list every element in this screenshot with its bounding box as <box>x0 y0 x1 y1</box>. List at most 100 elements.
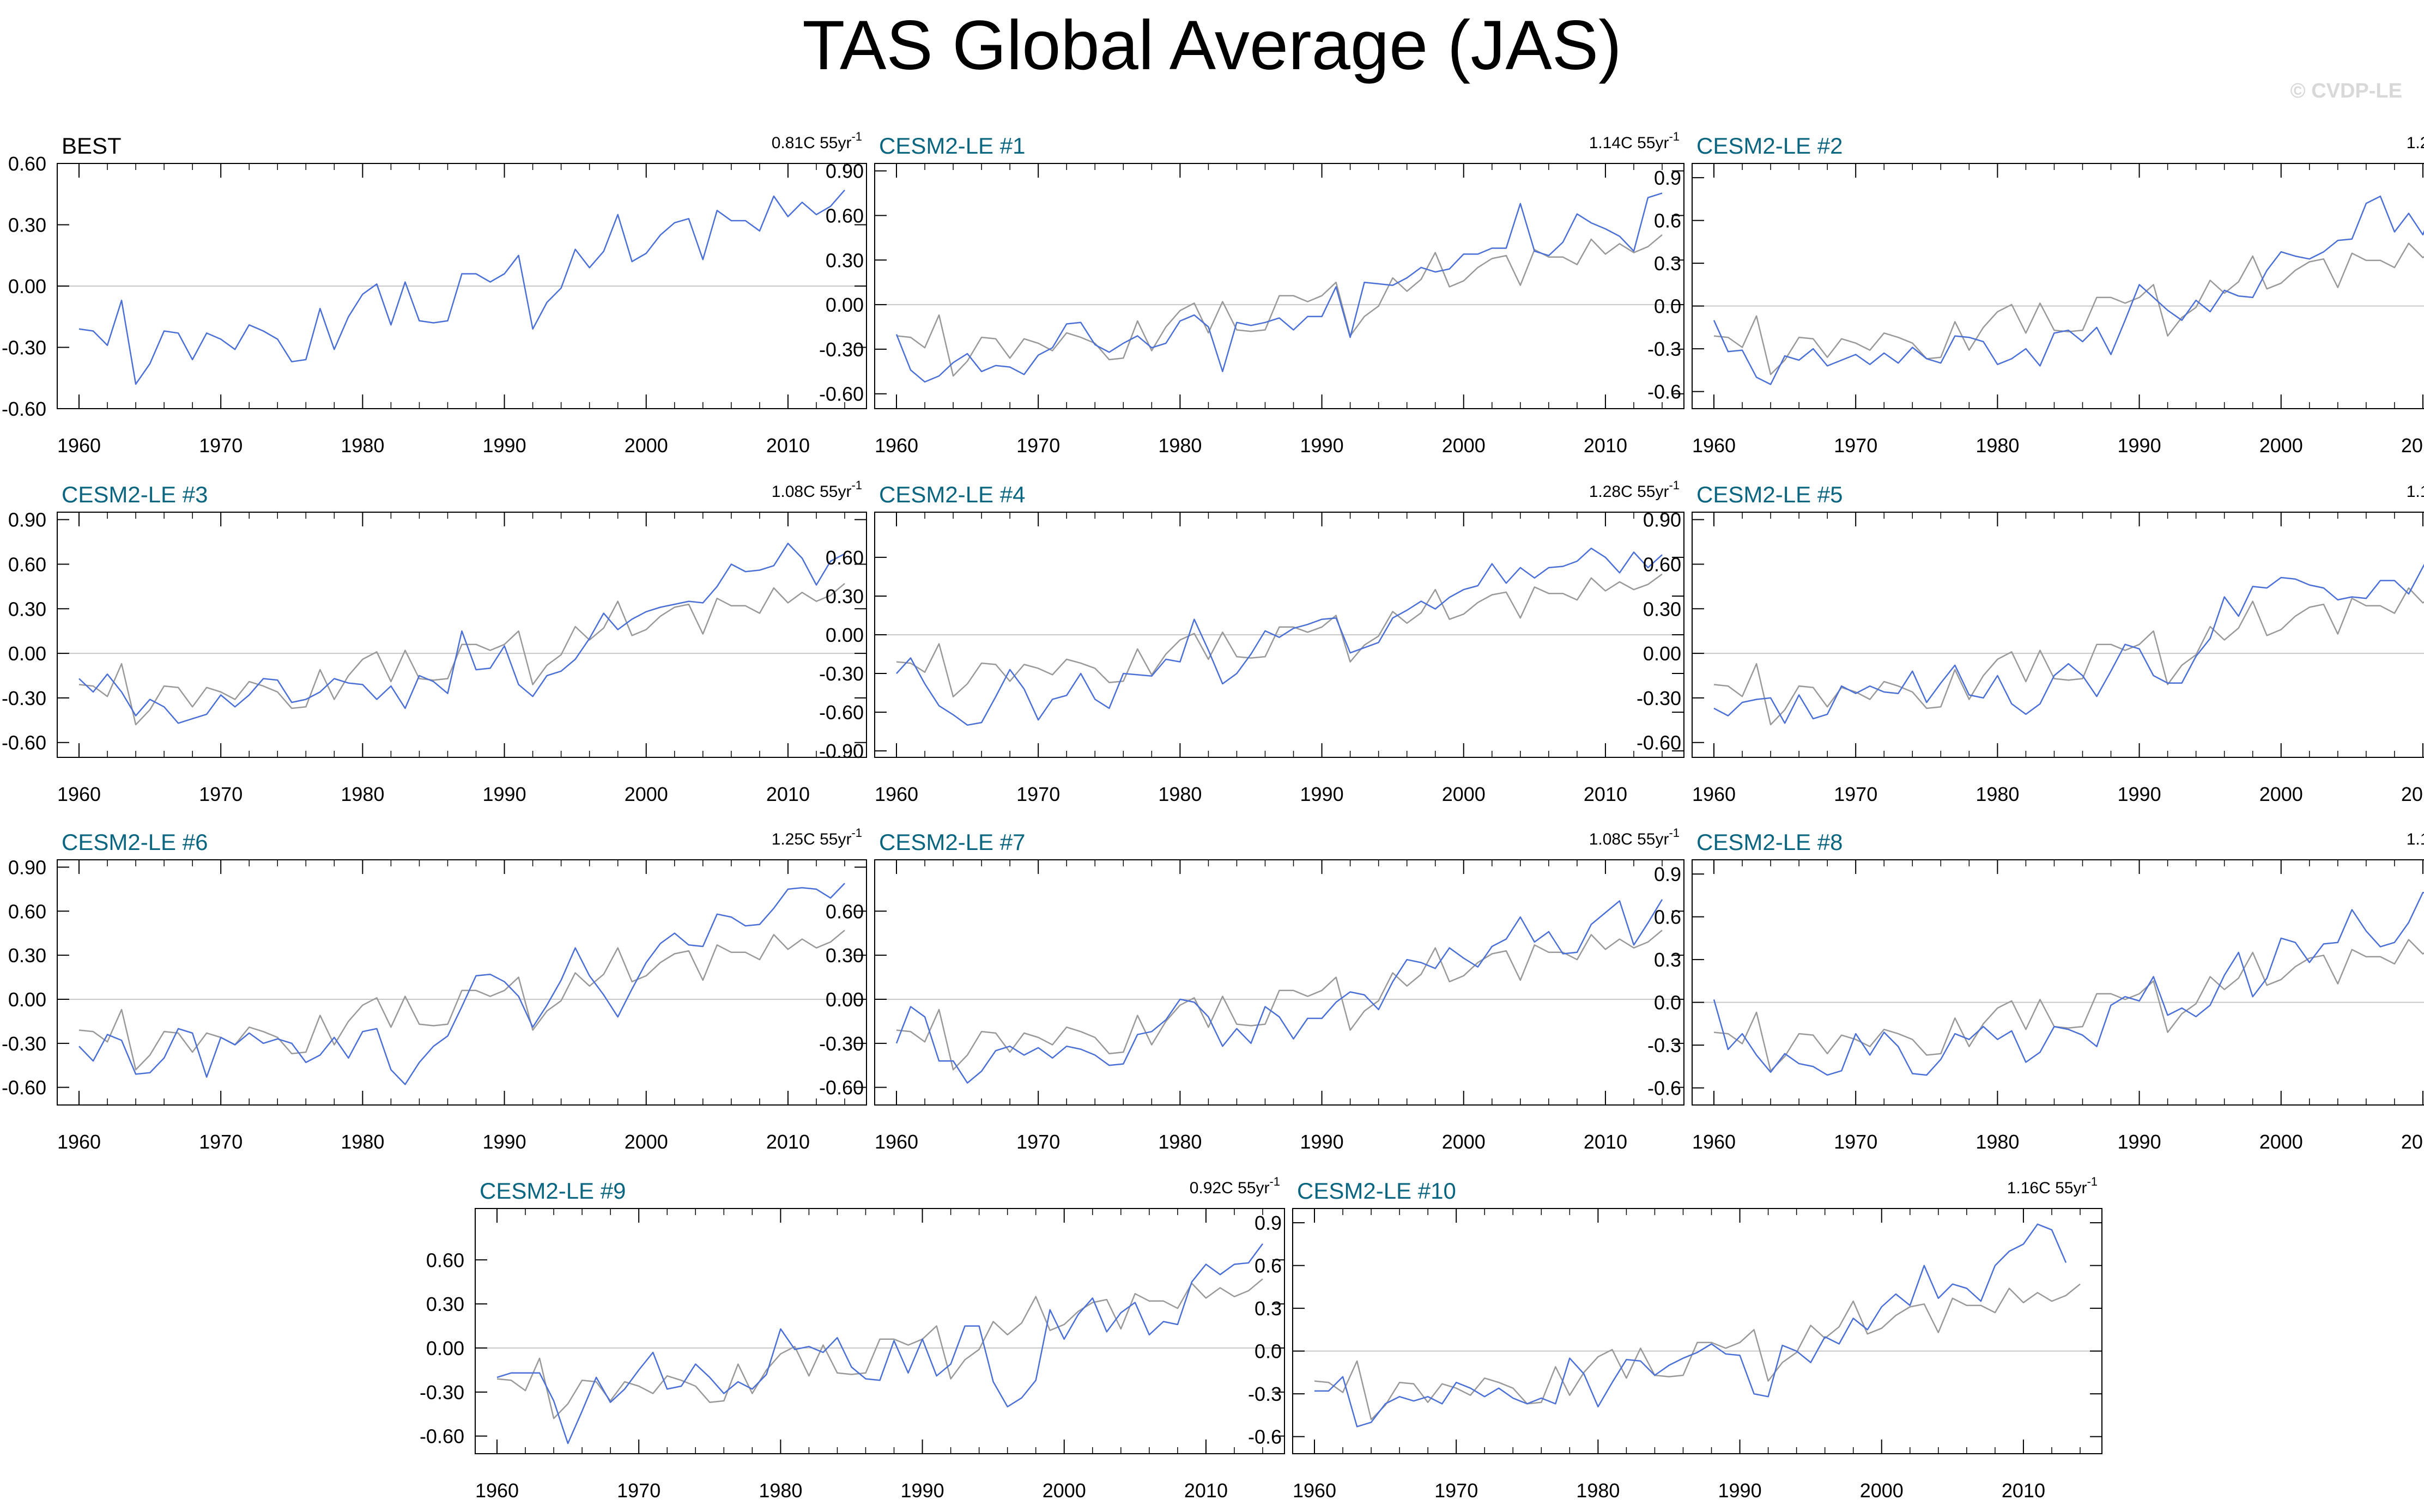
panel-title: CESM2-LE #10 <box>1297 1178 1456 1204</box>
x-tick-label: 1980 <box>1158 434 1202 457</box>
x-tick-label: 1960 <box>875 434 918 457</box>
x-tick-label: 2000 <box>625 434 668 457</box>
trend-exponent: -1 <box>851 478 862 492</box>
x-tick-label: 1980 <box>1158 783 1202 805</box>
model-series-line <box>1713 891 2424 1076</box>
model-series-line <box>78 189 845 385</box>
trend-label: 1.14C 55yr-1 <box>1589 130 1680 152</box>
trend-label: 1.25C 55yr-1 <box>772 826 862 848</box>
y-tick-label: 0.00 <box>8 642 46 665</box>
y-tick-label: -0.60 <box>420 1425 464 1448</box>
x-tick-label: 2000 <box>1043 1479 1086 1502</box>
y-tick-label: -0.30 <box>819 663 864 685</box>
chart-panel: -0.60 -0.30 0.00 0.30 0.60 1960 1970 1980 1990 20… <box>819 826 1684 1153</box>
trend-label: 1.15C 55yr-1 <box>2407 478 2424 501</box>
trend-value: 1.08C 55yr <box>772 483 852 501</box>
plot-frame <box>57 512 867 758</box>
x-tick-label: 1980 <box>341 434 384 457</box>
x-tick-label: 2000 <box>2259 783 2303 805</box>
trend-value: 1.15C 55yr <box>2407 483 2424 501</box>
y-tick-label: 0.6 <box>1654 210 1681 232</box>
x-tick-label: 2000 <box>625 1131 668 1153</box>
y-tick-label: -0.6 <box>1647 381 1681 403</box>
plot-frame <box>1692 163 2424 409</box>
x-tick-label: 2000 <box>1442 783 1486 805</box>
model-series-line <box>895 192 1663 383</box>
trend-exponent: -1 <box>2087 1175 2098 1188</box>
trend-exponent: -1 <box>851 826 862 840</box>
x-tick-label: 2010 <box>766 434 810 457</box>
y-tick-label: -0.3 <box>1647 1034 1681 1056</box>
chart-panel: -0.60 -0.30 0.00 0.30 0.60 0.90 1960 1970 1980 19… <box>819 130 1684 457</box>
plot-frame <box>1692 512 2424 758</box>
panel-title: CESM2-LE #9 <box>480 1178 626 1204</box>
obs-series-line <box>896 234 1663 377</box>
x-tick-label: 1960 <box>1692 1131 1736 1153</box>
trend-label: 1.28C 55yr-1 <box>1589 478 1680 501</box>
trend-label: 0.81C 55yr-1 <box>772 130 862 152</box>
obs-series-line <box>78 930 845 1071</box>
x-tick-label: 1990 <box>483 1131 526 1153</box>
x-tick-label: 2000 <box>1442 434 1486 457</box>
plot-frame <box>475 1208 1285 1454</box>
model-series-line <box>1314 1223 2067 1428</box>
x-tick-label: 1990 <box>2118 1131 2161 1153</box>
y-tick-label: 0.60 <box>826 204 864 227</box>
model-series-line <box>1713 563 2424 724</box>
obs-series-line <box>1314 1283 2081 1420</box>
y-tick-label: 0.9 <box>1255 1212 1282 1234</box>
y-tick-label: -0.60 <box>819 1077 864 1099</box>
y-tick-label: -0.30 <box>2 337 46 359</box>
trend-value: 1.28C 55yr <box>1589 483 1669 501</box>
y-tick-label: 0.60 <box>426 1249 464 1271</box>
chart-panel: -0.60 -0.30 0.00 0.30 0.60 0.90 1960 1970 1980 19… <box>1637 478 2424 805</box>
x-tick-label: 1970 <box>1016 783 1060 805</box>
y-tick-label: 0.30 <box>8 214 46 236</box>
model-series-line <box>78 543 845 724</box>
y-tick-label: -0.30 <box>2 687 46 709</box>
x-tick-label: 1960 <box>1692 434 1736 457</box>
x-tick-label: 2000 <box>1860 1479 1904 1502</box>
obs-series-line <box>896 930 1663 1071</box>
x-tick-label: 1970 <box>1016 434 1060 457</box>
y-tick-label: -0.30 <box>1637 687 1681 709</box>
model-series-line <box>895 899 1663 1084</box>
x-tick-label: 2010 <box>2401 1131 2424 1153</box>
panel-title: CESM2-LE #8 <box>1696 829 1843 855</box>
x-tick-label: 1990 <box>483 783 526 805</box>
obs-series-line <box>1713 939 2424 1072</box>
y-tick-label: -0.60 <box>819 383 864 405</box>
plot-frame <box>874 163 1684 409</box>
x-tick-label: 1960 <box>1692 783 1736 805</box>
y-tick-label: 0.90 <box>8 856 46 878</box>
trend-exponent: -1 <box>1669 130 1680 143</box>
y-tick-label: 0.60 <box>826 900 864 922</box>
watermark: © CVDP-LE <box>2290 80 2402 102</box>
y-tick-label: 0.0 <box>1654 992 1681 1014</box>
model-series-line <box>78 883 845 1085</box>
chart-panel: -0.60 -0.30 0.00 0.30 0.60 1960 1970 1980 1990 20… <box>420 1175 1285 1502</box>
trend-exponent: -1 <box>1669 478 1680 492</box>
x-tick-label: 1970 <box>199 434 243 457</box>
y-tick-label: 0.00 <box>1643 642 1681 665</box>
obs-series-line <box>896 573 1663 697</box>
y-tick-label: -0.30 <box>2 1033 46 1055</box>
x-tick-label: 2010 <box>1584 783 1627 805</box>
y-tick-label: 0.30 <box>826 249 864 271</box>
x-tick-label: 1970 <box>1834 434 1877 457</box>
x-tick-label: 1970 <box>1834 783 1877 805</box>
panel-title: CESM2-LE #2 <box>1696 133 1843 159</box>
y-tick-label: 0.00 <box>8 988 46 1011</box>
y-tick-label: 0.90 <box>8 509 46 531</box>
chart-panel: -0.6 -0.3 0.0 0.3 0.6 0.9 1960 1970 1980 1990 2000… <box>1647 133 2424 457</box>
y-tick-label: 0.60 <box>1643 553 1681 575</box>
y-tick-label: -0.6 <box>1248 1426 1282 1448</box>
x-tick-label: 1990 <box>2118 434 2161 457</box>
x-tick-label: 1960 <box>57 434 101 457</box>
trend-label: 1.08C 55yr-1 <box>1589 826 1680 848</box>
y-tick-label: 0.0 <box>1255 1340 1282 1363</box>
x-tick-label: 1990 <box>901 1479 944 1502</box>
x-tick-label: 1980 <box>1975 1131 2019 1153</box>
plot-frame <box>1692 859 2424 1106</box>
